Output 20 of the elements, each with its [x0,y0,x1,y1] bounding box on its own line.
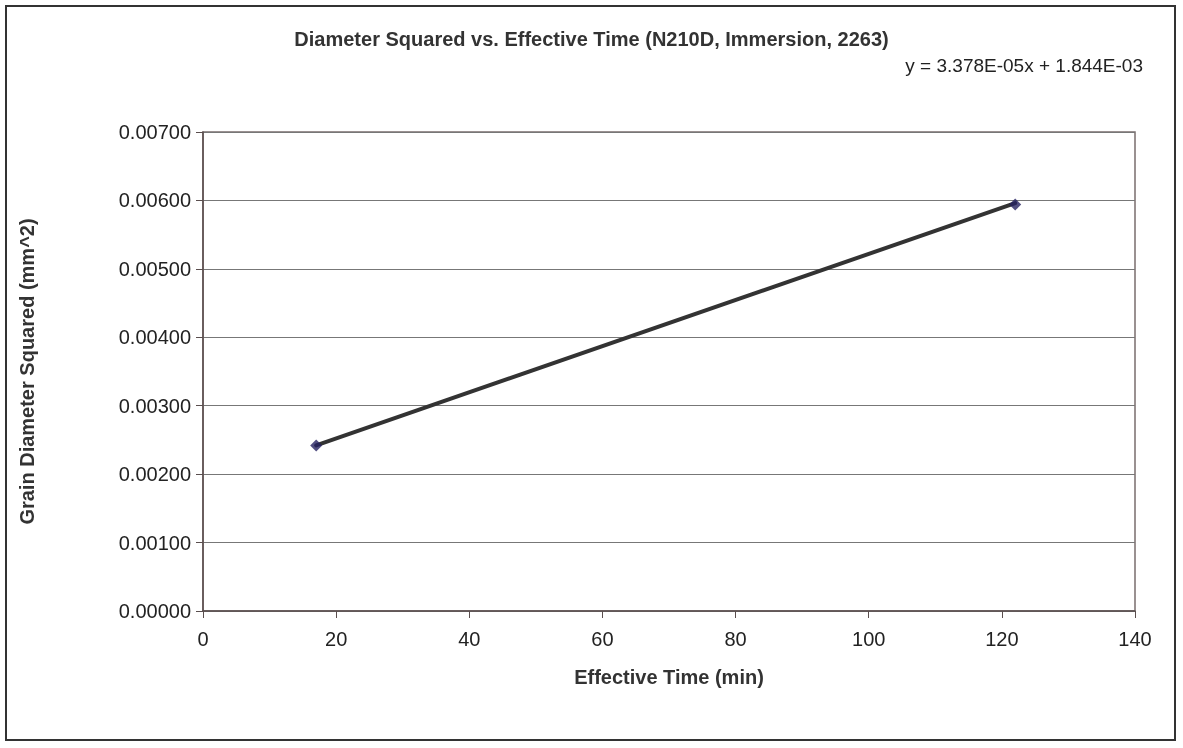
x-tick-label: 120 [985,628,1019,650]
y-tick-label: 0.00700 [118,121,191,143]
y-tick-label: 0.00400 [118,326,191,349]
y-tick-label: 0.00300 [118,394,191,417]
y-tick-label: 0.00600 [118,189,191,212]
x-tick-label: 80 [724,628,747,650]
y-tick-label: 0.00500 [118,257,191,280]
y-tick-label: 0.00100 [118,531,191,554]
x-tick-label: 20 [325,628,348,650]
x-tick-label: 60 [591,628,614,650]
x-axis-title: Effective Time (min) [574,666,764,688]
x-tick-label: 100 [852,628,886,650]
x-tick-label: 0 [197,628,209,650]
y-axis-title: Grain Diameter Squared (mm^2) [16,218,38,525]
y-tick-label: 0.00200 [118,463,191,486]
text: y = 3.378E-05x + 1.844E-03 [905,55,1143,76]
x-tick-label: 40 [458,628,481,650]
y-tick-label: 0.00000 [118,600,191,622]
chart-title: Diameter Squared vs. Effective Time (N210D, Immersion, 2263) [294,28,889,50]
x-tick-label: 140 [1118,628,1152,650]
